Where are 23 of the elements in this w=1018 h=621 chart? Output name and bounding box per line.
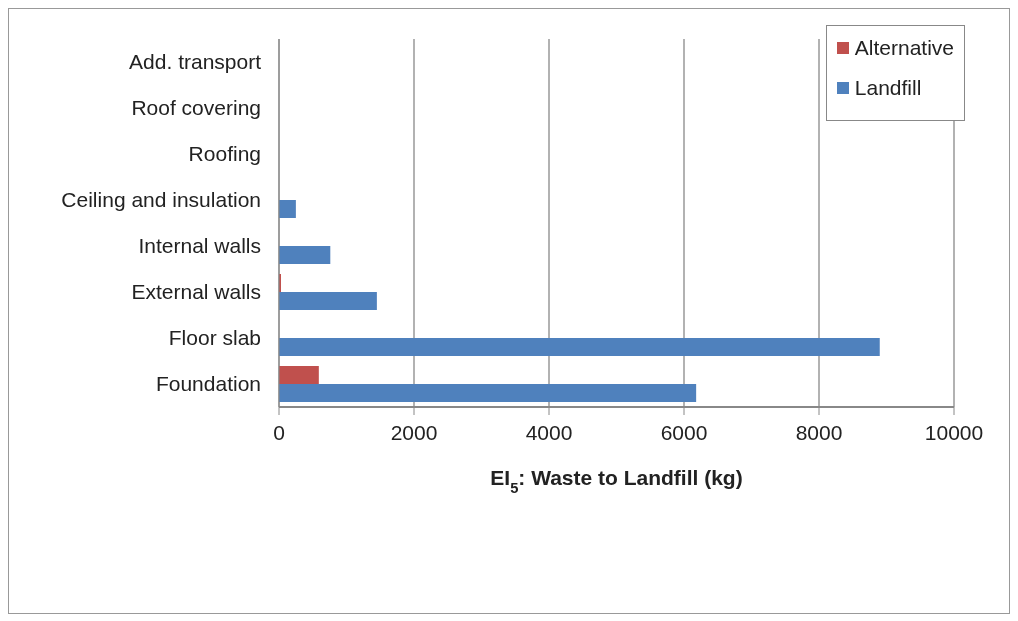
y-tick-label: Roof covering	[131, 96, 261, 120]
bar	[279, 338, 880, 356]
legend-label: Alternative	[854, 36, 954, 60]
y-tick-label: Roofing	[188, 142, 261, 166]
y-tick-label: Internal walls	[138, 234, 261, 258]
x-axis-title: EI$_{5}$: Waste to Landfill (kg)	[490, 466, 743, 496]
bar	[279, 384, 697, 402]
x-tick-label: 4000	[525, 420, 573, 444]
x-tick-label: 0	[273, 420, 285, 444]
bar	[279, 366, 319, 384]
bar	[279, 246, 331, 264]
legend-label: Landfill	[854, 76, 922, 100]
x-tick-label: 8000	[795, 420, 843, 444]
y-tick-label: Foundation	[155, 372, 261, 396]
y-tick-label: Floor slab	[168, 326, 261, 350]
bar	[279, 200, 296, 218]
x-tick-label: 6000	[660, 420, 708, 444]
y-tick-label: Add. transport	[129, 50, 262, 74]
y-tick-label: Ceiling and insulation	[61, 188, 261, 212]
x-tick-label: 10000	[924, 420, 984, 444]
x-tick-label: 2000	[390, 420, 438, 444]
y-tick-label: External walls	[131, 280, 261, 304]
bar	[279, 292, 377, 310]
